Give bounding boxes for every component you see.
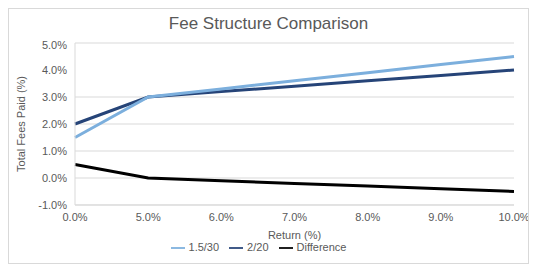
svg-text:3.0%: 3.0% (42, 91, 67, 103)
svg-text:0.0%: 0.0% (62, 211, 87, 223)
svg-text:-1.0%: -1.0% (38, 199, 67, 211)
html-text:1.5/30: 1.5/30 (188, 241, 220, 253)
svg-text:0.0%: 0.0% (42, 172, 67, 184)
html-text:Difference: Difference (296, 241, 347, 253)
html-text:Fee Structure Comparison: Fee Structure Comparison (168, 14, 369, 33)
svg-text:5.0%: 5.0% (136, 211, 161, 223)
svg-text:4.0%: 4.0% (42, 64, 67, 76)
svg-text:7.0%: 7.0% (282, 211, 307, 223)
svg-text:2.0%: 2.0% (42, 118, 67, 130)
svg-text:6.0%: 6.0% (209, 211, 234, 223)
svg-text:Return (%): Return (%) (268, 229, 321, 241)
svg-text:10.0%: 10.0% (498, 211, 528, 223)
svg-text:Total Fees Paid (%): Total Fees Paid (%) (15, 76, 27, 172)
svg-text:1.0%: 1.0% (42, 145, 67, 157)
html-text:2/20: 2/20 (247, 241, 269, 253)
svg-text:5.0%: 5.0% (42, 39, 67, 51)
svg-text:9.0%: 9.0% (428, 211, 453, 223)
svg-text:8.0%: 8.0% (355, 211, 380, 223)
